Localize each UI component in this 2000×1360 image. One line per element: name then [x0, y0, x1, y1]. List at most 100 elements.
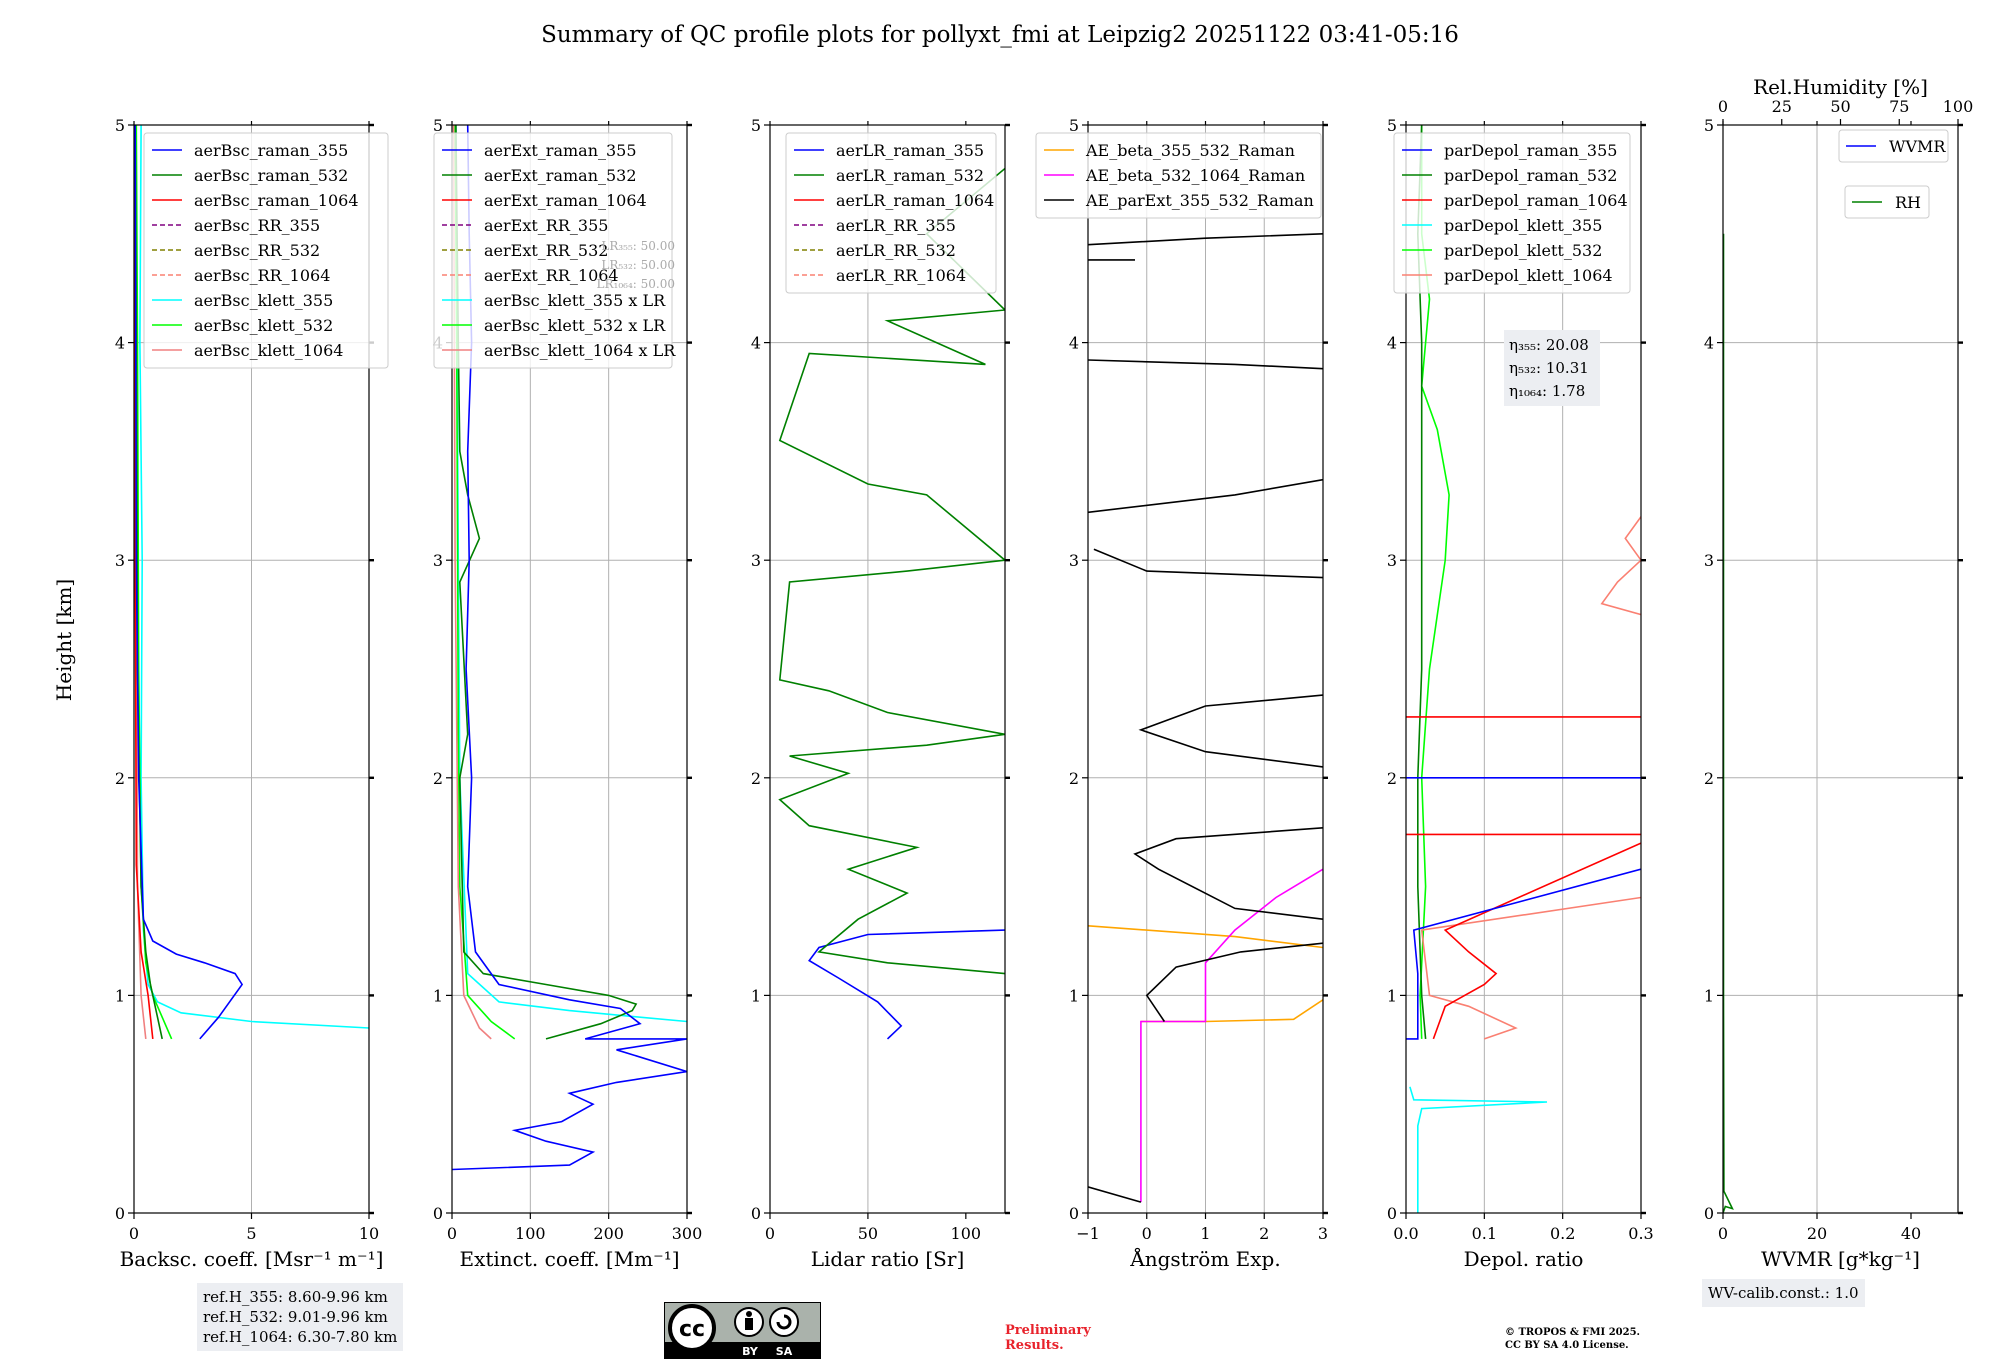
x-tick-label: 50 [858, 1224, 878, 1243]
panel-wvmr: 0 20 40 0 1 2 3 4 5 WVMR [g*kg⁻¹] 0 25 50 75 100 Rel.Hu… [1704, 75, 1973, 1271]
y-tick-label: 1 [1387, 986, 1397, 1005]
y-tick-label: 4 [751, 334, 761, 353]
legend-label: aerBsc_RR_355 [194, 216, 320, 235]
y-tick-label: 4 [1387, 334, 1397, 353]
wv-calibration-text: WV-calib.const.: 1.0 [1708, 1284, 1859, 1302]
legend-label: AE_beta_532_1064_Raman [1085, 166, 1305, 185]
ref-height-532: ref.H_532: 9.01-9.96 km [203, 1308, 388, 1326]
y-tick-label: 1 [1704, 986, 1714, 1005]
series-AE_parExt_355_532_Raman_f [1088, 478, 1323, 514]
sa-text: SA [776, 1345, 793, 1358]
top-x-tick-label: 0 [1718, 97, 1728, 116]
y-tick-label: 2 [1704, 769, 1714, 788]
x-tick-label: 10 [359, 1224, 379, 1243]
legend: aerExt_raman_355 aerExt_raman_532 aerExt_r… [433, 132, 676, 369]
series-parDepol_raman_355 [1406, 868, 1641, 1040]
legend-box [1035, 132, 1322, 219]
legend-label: aerBsc_raman_532 [194, 166, 348, 185]
legend-label: aerBsc_klett_1064 x LR [484, 341, 676, 360]
legend-label: RH [1895, 193, 1921, 212]
series-AE_parExt_355_532_Raman_g [1088, 359, 1323, 370]
series-parDepol_raman_1064 [1432, 842, 1641, 1040]
lr-label: LR₁₀₆₄: 50.00 [597, 277, 675, 291]
legend-label: aerLR_RR_355 [836, 216, 956, 235]
series-aerBsc_klett_355 x LR [455, 125, 687, 1023]
y-tick-label: 5 [1387, 116, 1397, 135]
legend-label: aerExt_raman_355 [484, 141, 637, 160]
legend-label: aerExt_RR_532 [484, 241, 608, 260]
y-tick-label: 1 [751, 986, 761, 1005]
y-tick-label: 2 [1069, 769, 1079, 788]
legend-label: aerLR_RR_1064 [836, 266, 966, 285]
series-RH [1723, 233, 1734, 1213]
legend-label: aerBsc_raman_355 [194, 141, 348, 160]
eta-label: η₅₃₂: 10.31 [1509, 359, 1589, 377]
plot-frame [451, 124, 688, 1214]
panel-extinction: 0100200300012345Extinct. coeff. [Mm⁻¹]ae… [433, 116, 702, 1271]
legend-label: parDepol_raman_1064 [1444, 191, 1628, 210]
legend-label: AE_parExt_355_532_Raman [1085, 191, 1314, 210]
y-tick-label: 0 [1387, 1204, 1397, 1223]
panel-backscatter: 0 5 10 0 1 2 3 4 5 Backsc. coeff. [Msr⁻¹ m⁻¹] aerB… [115, 116, 389, 1271]
legend-label: parDepol_klett_1064 [1444, 266, 1613, 285]
y-tick-label: 0 [751, 1204, 761, 1223]
x-tick-label: 0.2 [1550, 1224, 1575, 1243]
legend-label: aerBsc_klett_1064 [194, 341, 343, 360]
legend-label: aerBsc_RR_532 [194, 241, 320, 260]
series-aerBsc_raman_355 [134, 125, 244, 1040]
legend-label: parDepol_klett_355 [1444, 216, 1602, 235]
lr-label: LR₃₅₅: 50.00 [601, 239, 675, 253]
series-AE_parExt_355_532_Raman [1088, 1186, 1142, 1203]
eta-label: η₁₀₆₄: 1.78 [1509, 382, 1585, 400]
legend-label: aerLR_raman_355 [836, 141, 984, 160]
x-axis-label: Ångström Exp. [1129, 1246, 1280, 1271]
panel-depolarization: 0.0 0.1 0.2 0.3 0 1 2 3 4 5 Depol. ratio parDepol_r… [1387, 116, 1654, 1271]
y-tick-label: 1 [115, 986, 125, 1005]
series-AE_beta_532_1064_Raman [1140, 868, 1323, 1203]
y-tick-label: 0 [433, 1204, 443, 1223]
series-aerExt_raman_355 [452, 125, 687, 1171]
lr-label: LR₅₃₂: 50.00 [601, 258, 675, 272]
series-AE_parExt_355_532_Raman_d [1138, 694, 1323, 768]
x-tick-label: 0 [765, 1224, 775, 1243]
x-tick-label: 2 [1259, 1224, 1269, 1243]
plot-frame [1405, 124, 1642, 1214]
legend-box [1838, 129, 1949, 163]
legend-label: aerBsc_RR_1064 [194, 266, 330, 285]
figure-title: Summary of QC profile plots for pollyxt_… [541, 22, 1459, 48]
series-aerBsc_klett_1064 x LR [452, 125, 492, 1040]
y-tick-label: 3 [751, 551, 761, 570]
series-aerExt_raman_532 [455, 125, 638, 1040]
y-tick-label: 4 [115, 334, 125, 353]
legend-label: parDepol_raman_355 [1444, 141, 1617, 160]
top-x-tick-label: 100 [1943, 97, 1974, 116]
x-tick-label: 0.0 [1393, 1224, 1418, 1243]
legend-label: WVMR [1889, 137, 1946, 156]
eta-label: η₃₅₅: 20.08 [1509, 336, 1589, 354]
y-tick-label: 0 [1704, 1204, 1714, 1223]
series-AE_parExt_355_532_Raman_b [1145, 942, 1323, 1022]
series-aerLR_raman_355 [808, 929, 1005, 1040]
y-tick-label: 3 [1704, 551, 1714, 570]
legend-rh: RH [1844, 185, 1930, 219]
legend-label: AE_beta_355_532_Raman [1085, 141, 1295, 160]
legend-label: aerExt_RR_1064 [484, 266, 619, 285]
x-tick-label: 0 [1142, 1224, 1152, 1243]
legend-label: parDepol_klett_532 [1444, 241, 1602, 260]
legend-box [433, 132, 673, 369]
y-tick-label: 4 [1704, 334, 1714, 353]
x-tick-label: 3 [1318, 1224, 1328, 1243]
series-AE_parExt_355_532_Raman_c [1133, 827, 1323, 920]
by-person-icon [746, 1311, 752, 1317]
copyright-note: © TROPOS & FMI 2025. CC BY SA 4.0 Licens… [1505, 1326, 1640, 1352]
series-AE_beta_355_532_Raman [1140, 999, 1323, 1023]
top-x-tick-label: 75 [1889, 97, 1909, 116]
cc-by-sa-license-badge: cc BY SA [664, 1302, 821, 1359]
legend-label: parDepol_raman_532 [1444, 166, 1617, 185]
x-axis-label: Backsc. coeff. [Msr⁻¹ m⁻¹] [120, 1247, 384, 1271]
y-tick-label: 5 [751, 116, 761, 135]
x-tick-label: 0 [129, 1224, 139, 1243]
legend-box [1393, 132, 1631, 294]
y-tick-label: 2 [1387, 769, 1397, 788]
